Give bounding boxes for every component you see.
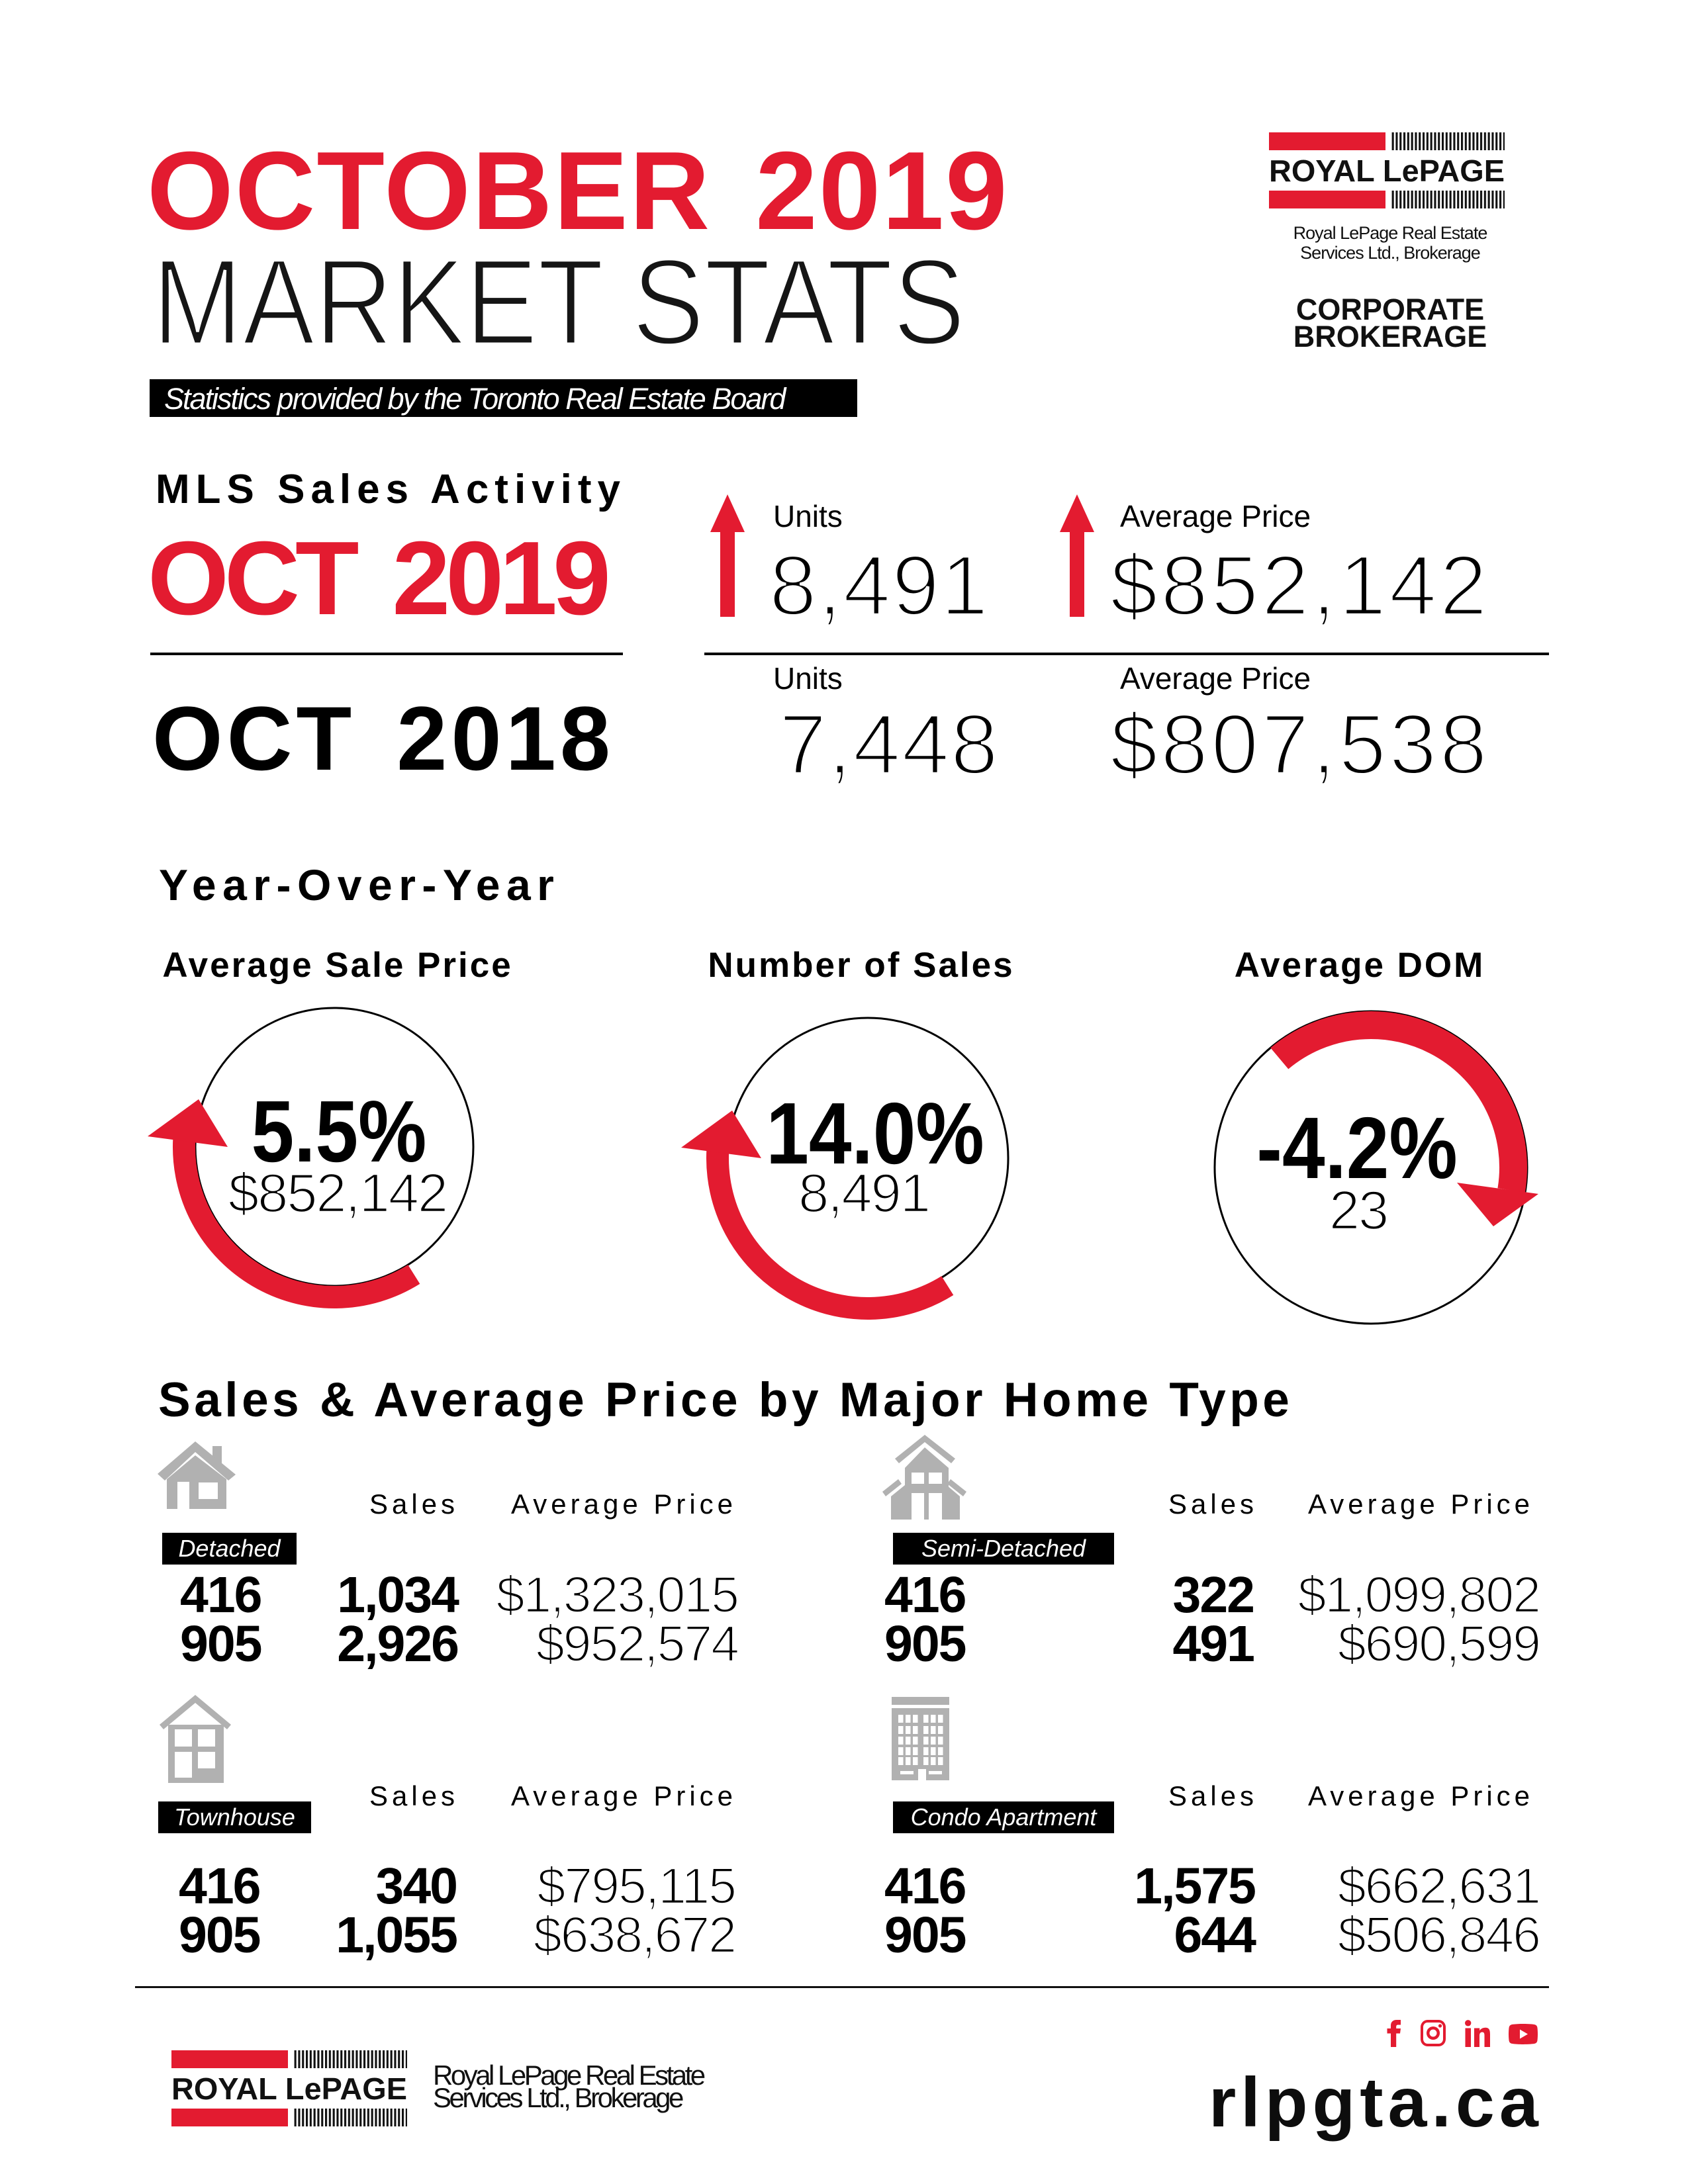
svg-text:ROYAL LePAGE: ROYAL LePAGE [1269, 154, 1505, 188]
svg-text:ROYAL LePAGE: ROYAL LePAGE [171, 2071, 407, 2106]
